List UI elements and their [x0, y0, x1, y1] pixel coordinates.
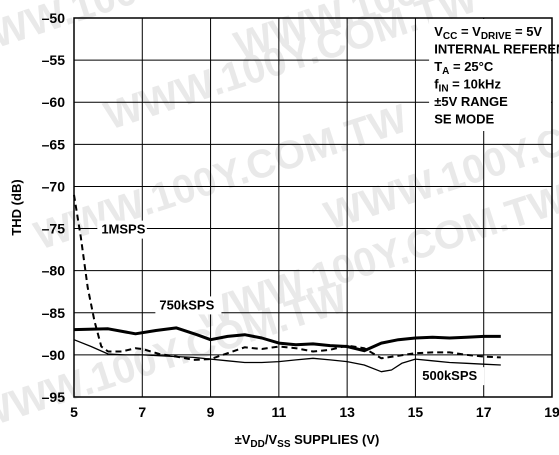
series-layer: [73, 194, 501, 373]
x-tick-label: 11: [271, 404, 286, 420]
series-label-bg: [155, 296, 222, 315]
y-tick-label: –90: [42, 347, 66, 363]
y-tick-label: –60: [42, 94, 66, 110]
x-tick-label: 15: [408, 404, 424, 420]
x-tick-labels: 5 7 9 11 13 15 17 19: [70, 404, 559, 420]
y-tick-label: –50: [42, 10, 66, 26]
y-tick-label: –95: [42, 389, 66, 405]
x-axis-title: ±VDD/VSS SUPPLIES (V): [235, 432, 380, 450]
condition-line: VCC = VDRIVE = 5V: [434, 24, 542, 42]
series-line-500ksps: [73, 339, 501, 373]
y-tick-label: –80: [42, 263, 66, 279]
plot-frame: [73, 17, 553, 398]
condition-line: fIN = 10kHz: [434, 77, 501, 95]
series-label-bg: [418, 367, 485, 386]
x-tick-label: 9: [207, 404, 215, 420]
y-tick-label: –75: [42, 221, 66, 237]
y-tick-label: –65: [42, 136, 66, 152]
x-tick-label: 5: [70, 404, 78, 420]
series-labels: 1MSPS 750kSPS 500kSPS: [97, 220, 485, 386]
x-tick-label: 13: [339, 404, 355, 420]
y-tick-labels: –50 –55 –60 –65 –70 –75 –80 –85 –90 –95: [42, 10, 66, 405]
conditions-bg: [429, 19, 551, 131]
watermark-text: WWW.100Y.COM.TW: [29, 96, 413, 258]
y-tick-label: –70: [42, 178, 66, 194]
series-label-500ksps: 500kSPS: [422, 368, 477, 383]
x-tick-label: 17: [476, 404, 492, 420]
condition-line: INTERNAL REFERENCE: [434, 42, 559, 57]
y-tick-label: –85: [42, 305, 66, 321]
y-tick-label: –55: [42, 52, 66, 68]
condition-line: SE MODE: [434, 112, 494, 127]
condition-line: ±5V RANGE: [434, 94, 508, 109]
x-tick-label: 7: [138, 404, 146, 420]
series-label-1msps: 1MSPS: [101, 222, 145, 237]
y-axis-title: THD (dB): [9, 179, 24, 235]
series-label-bg: [97, 220, 147, 239]
series-line-1msps: [73, 194, 501, 361]
x-tick-label: 19: [544, 404, 559, 420]
series-label-750ksps: 750kSPS: [159, 297, 214, 312]
series-line-750ksps: [73, 326, 501, 353]
condition-line: TA = 25°C: [434, 59, 494, 77]
